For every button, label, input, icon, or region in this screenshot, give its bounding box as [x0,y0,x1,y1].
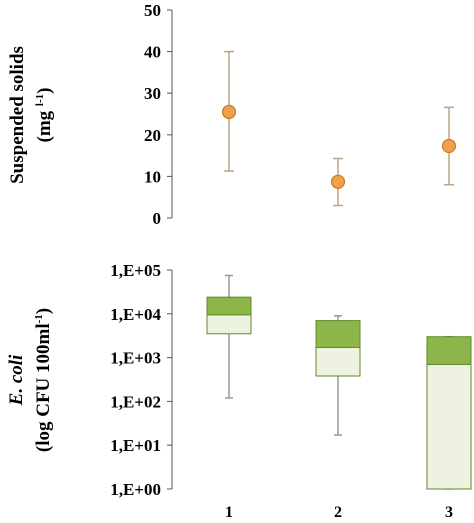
bottom-y-unit-main: (log CFU 100ml [33,323,54,452]
top-y-unit-close: ) [34,88,55,94]
x-tick-label: 2 [334,504,342,521]
box-lower-quartile [206,314,252,335]
bottom-boxes [206,274,472,490]
top-y-tick-label: 50 [144,1,161,20]
bottom-y-tick-label: 1,E+01 [110,436,161,455]
box-lower-quartile [315,347,361,377]
top-y-tick-label: 10 [144,167,161,186]
bottom-y-unit-close: ) [33,308,54,314]
bottom-y-tick-label: 1,E+04 [110,305,161,324]
bottom-y-tick-label: 1,E+05 [110,261,161,280]
mean-marker [330,174,346,189]
top-y-ticks: 0 10 20 30 40 50 [144,1,172,228]
top-y-tick-label: 20 [144,126,161,145]
top-y-axis-label-line2: (mg l-1) [34,88,55,143]
bottom-y-axis-label-line1: E. coli [6,354,27,406]
mean-marker [441,138,457,154]
x-tick-label: 1 [225,504,233,521]
top-y-axis-label-line1: Suspended solids [7,46,28,184]
bottom-y-tick-label: 1,E+03 [110,349,161,368]
bottom-y-tick-label: 1,E+02 [110,392,161,411]
top-data-points [221,50,457,207]
bottom-y-axis-label-line2: (log CFU 100ml-1) [33,308,54,452]
x-tick-label: 3 [445,504,453,521]
top-y-tick-label: 40 [144,43,161,62]
bottom-y-ticks: 1,E+00 1,E+01 1,E+02 1,E+03 1,E+04 1,E+05 [110,261,172,499]
top-y-unit-mg: (mg [34,106,55,142]
bottom-x-ticks: 1 2 3 [225,504,453,521]
top-y-tick-label: 0 [153,209,162,228]
box-upper-quartile [315,320,361,349]
suspended-solids-panel: 0 10 20 30 40 50 Suspended solids (mg l-1) [7,1,457,228]
ecoli-panel: 1,E+00 1,E+01 1,E+02 1,E+03 1,E+04 1,E+05 1 2 3… [6,261,472,521]
box-upper-quartile [426,336,472,365]
box-upper-quartile [206,296,252,316]
mean-marker [221,104,237,120]
bottom-y-unit-sup: -1 [33,314,45,323]
top-y-tick-label: 30 [144,84,161,103]
bottom-y-tick-label: 1,E+00 [110,480,161,499]
box-lower-quartile [426,363,472,490]
top-y-unit-sup: l-1 [34,94,46,106]
